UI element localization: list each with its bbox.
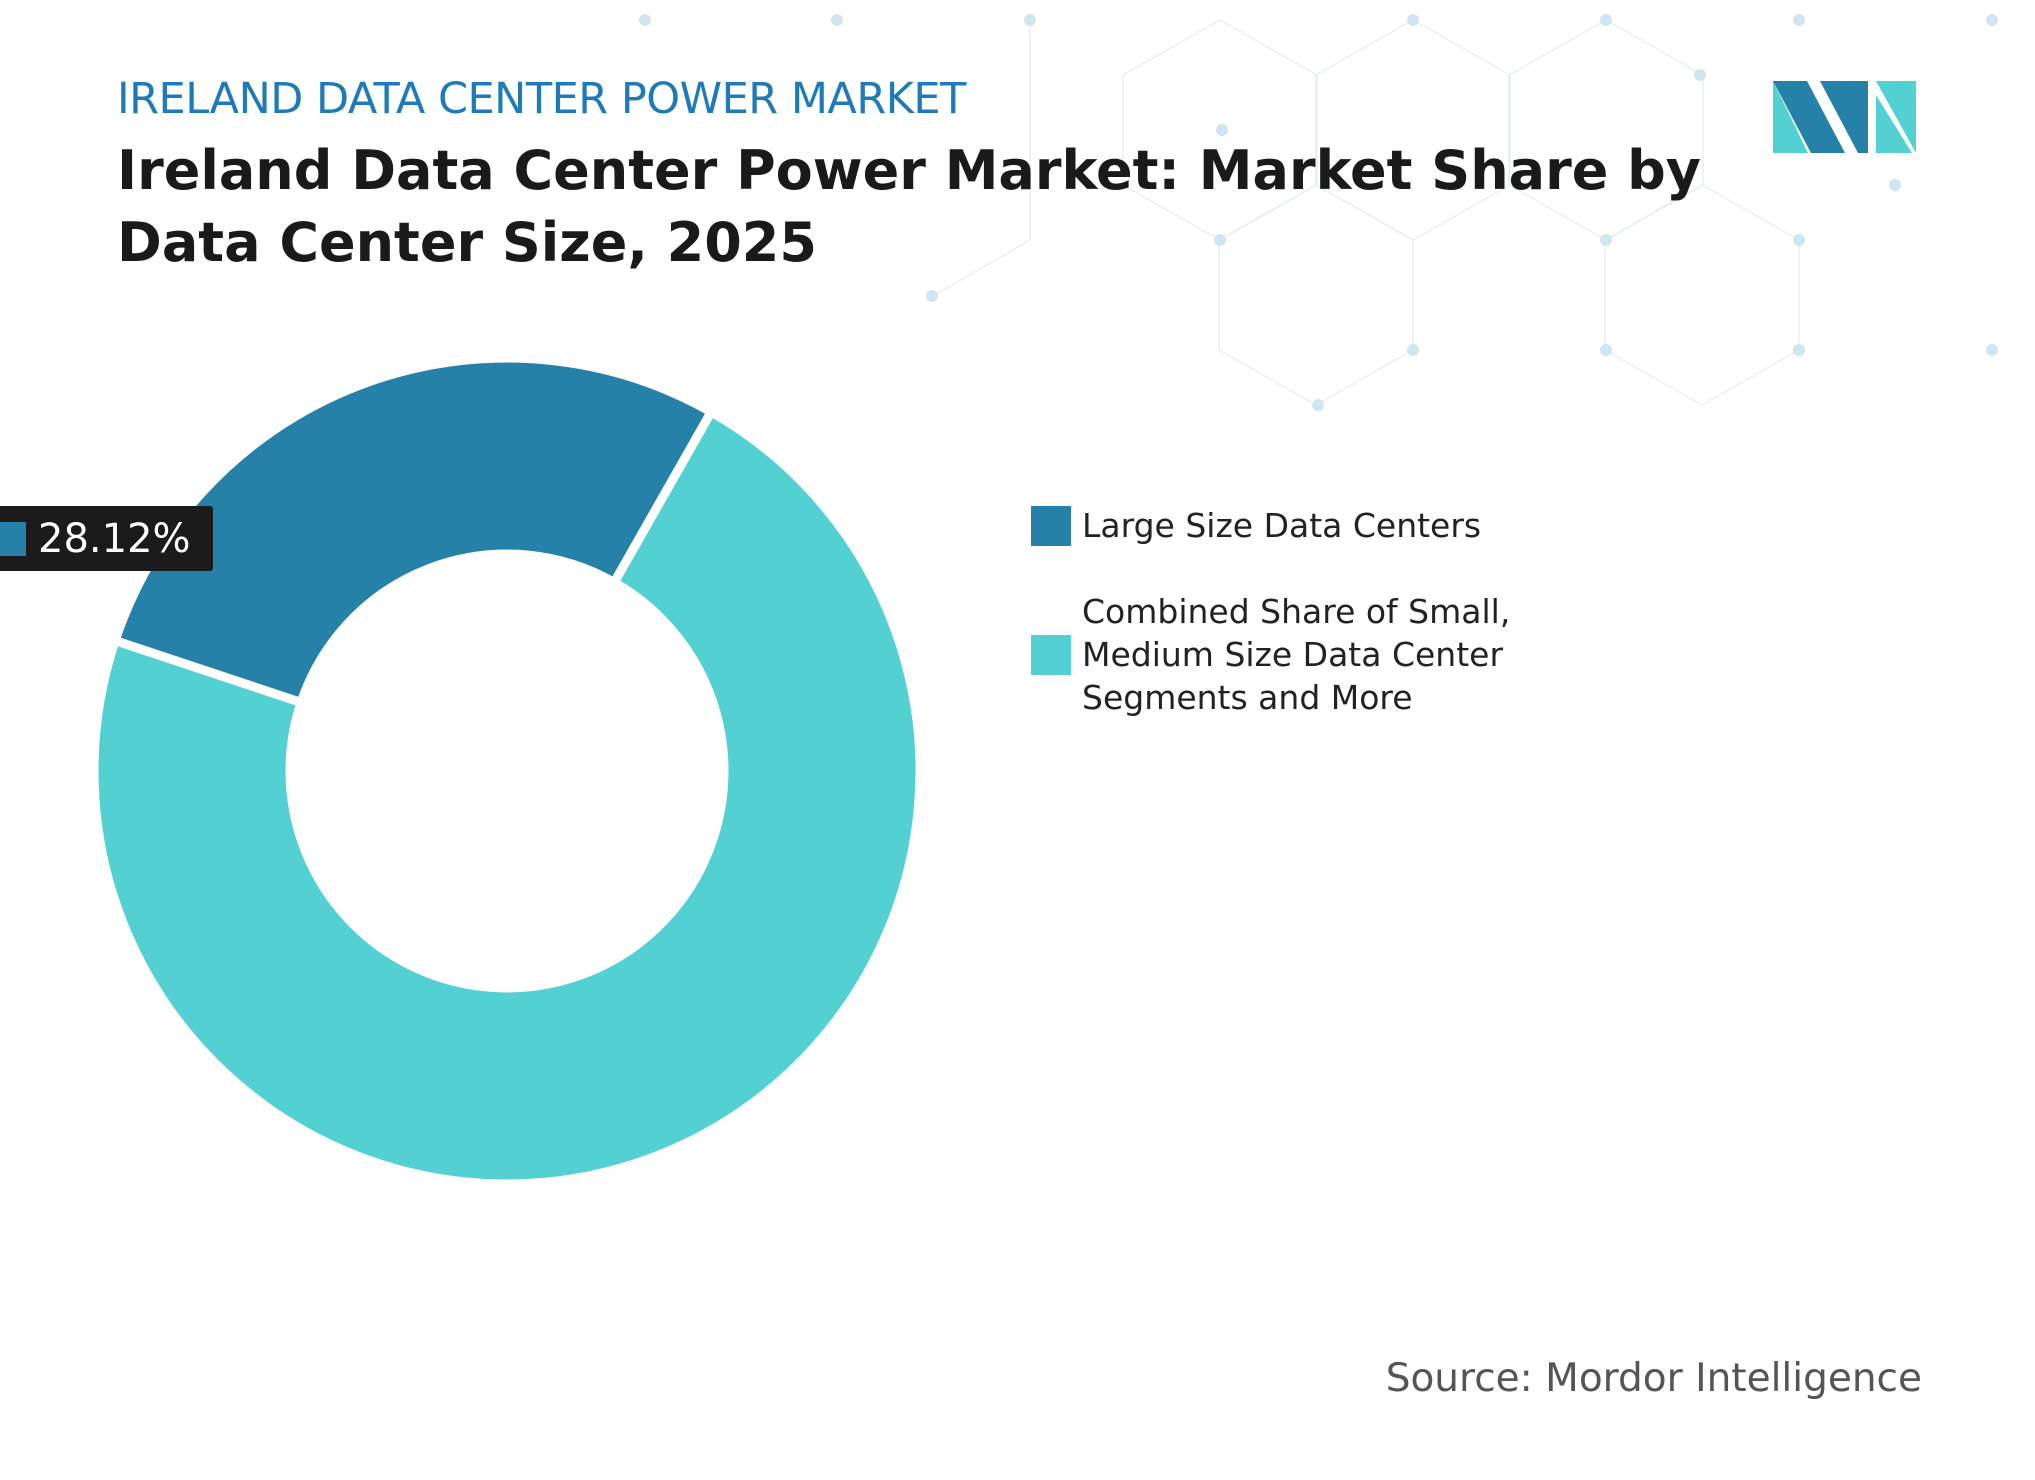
value-label-text: 28.12% [38, 515, 191, 562]
legend-label: Large Size Data Centers [1082, 506, 1482, 545]
chart-title: Ireland Data Center Power Market: Market… [117, 139, 1701, 274]
legend-label: Combined Share of Small, Medium Size Dat… [1082, 592, 1511, 717]
source-note: Source: Mordor Intelligence [1385, 1356, 1922, 1401]
chart-subtitle: IRELAND DATA CENTER POWER MARKET [117, 74, 966, 124]
logo [1773, 81, 1916, 153]
donut-segment [109, 353, 718, 709]
donut [89, 353, 925, 1189]
legend-item: Combined Share of Small, Medium Size Dat… [1031, 590, 1582, 719]
value-label: 28.12% [0, 506, 213, 572]
value-label-swatch [0, 521, 27, 556]
legend-swatch [1031, 634, 1071, 675]
legend-item: Large Size Data Centers [1031, 504, 1582, 547]
background-dots [639, 14, 1998, 411]
legend-swatch [1031, 505, 1071, 546]
donut-segment [89, 405, 925, 1189]
